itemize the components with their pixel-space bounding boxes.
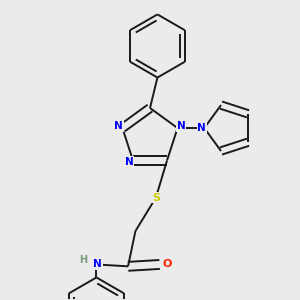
Text: S: S (152, 193, 160, 202)
Text: O: O (162, 260, 172, 269)
Text: N: N (114, 121, 123, 131)
Text: N: N (93, 260, 102, 269)
Text: N: N (177, 121, 186, 131)
Text: N: N (197, 123, 206, 133)
Text: N: N (125, 157, 134, 167)
Text: H: H (80, 255, 88, 265)
